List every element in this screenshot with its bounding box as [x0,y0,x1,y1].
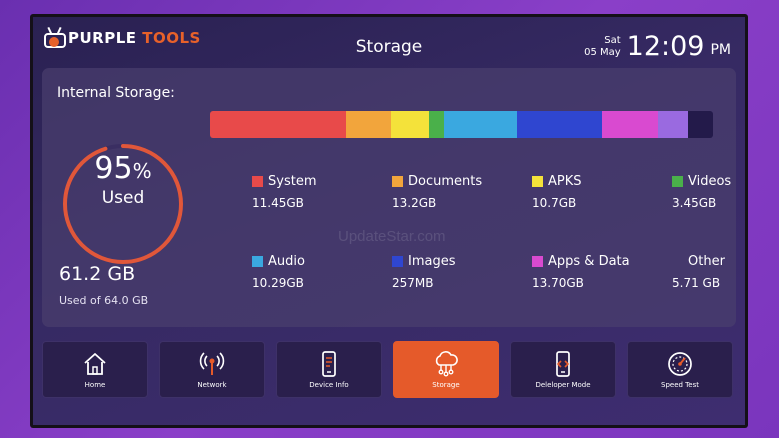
legend-header: Videos [672,174,745,189]
legend-header: Other [672,254,745,269]
bottom-nav: Home Network Device Info Storage Deleloper M… [42,341,736,399]
storage-cloud-icon [432,350,460,378]
legend-header: Images [392,254,522,269]
legend-header: Audio [252,254,382,269]
device-info-icon [315,350,343,378]
legend-header: Documents [392,174,522,189]
legend-item-audio: Audio 10.29GB [252,254,382,290]
usage-gauge [63,144,183,264]
legend-value: 13.2GB [392,196,437,210]
date-display: Sat 05 May [584,35,621,59]
clock: Sat 05 May 12:09 PM [584,31,731,62]
legend-swatch [392,176,403,187]
nav-tile-device-info[interactable]: Device Info [276,341,382,398]
bar-segment-audio [443,111,517,138]
legend-label: APKS [548,174,582,189]
logo-word-tools: TOOLS [142,29,201,47]
percent-sign: % [132,159,152,183]
legend-item-system: System 11.45GB [252,174,382,210]
legend-swatch [532,176,543,187]
used-label: Used [101,188,145,208]
network-icon [198,350,226,378]
legend-label: System [268,174,317,189]
used-percent: 95% [58,151,188,186]
legend-label: Documents [408,174,483,189]
bar-segment-other [657,111,688,138]
bar-segment-free [687,111,713,138]
internal-storage-label: Internal Storage: [57,85,175,101]
legend-item-other: Other 5.71 GB [672,254,745,290]
day-label: Sat [604,34,621,46]
legend-label: Audio [268,254,305,269]
nav-tile-speed-test[interactable]: Speed Test [627,341,733,398]
nav-tile-label: Home [84,381,106,389]
nav-tile-label: Speed Test [661,381,699,389]
nav-tile-label: Network [197,381,227,389]
legend-value: 5.71 GB [672,276,721,290]
nav-tile-deleloper-mode[interactable]: Deleloper Mode [510,341,616,398]
nav-tile-storage[interactable]: Storage [393,341,499,398]
used-size: 61.2 GB [59,263,136,285]
legend-value: 257MB [392,276,434,290]
legend-value: 11.45GB [252,196,304,210]
app-logo: PURPLE TOOLS [44,26,201,48]
tv-frame: PURPLE TOOLS Storage Sat 05 May 12:09 PM… [30,14,748,428]
legend-swatch [252,256,263,267]
legend-swatch [672,176,683,187]
storage-panel: Internal Storage: 95% Used 61.2 GB Used … [42,68,736,327]
app-screen: PURPLE TOOLS Storage Sat 05 May 12:09 PM… [33,17,745,425]
legend-swatch [392,256,403,267]
logo-text: PURPLE TOOLS [68,29,201,47]
legend-value: 3.45GB [672,196,717,210]
legend-item-apks: APKS 10.7GB [532,174,662,210]
nav-tile-network[interactable]: Network [159,341,265,398]
used-percent-value: 95 [94,151,133,186]
page-title: Storage [355,37,423,57]
nav-tile-home[interactable]: Home [42,341,148,398]
bar-segment-system [210,111,346,138]
bar-segment-images [516,111,603,138]
tv-logo-icon [44,26,66,48]
speedometer-icon [666,350,694,378]
logo-word-purple: PURPLE [68,29,137,47]
bar-segment-documents [345,111,392,138]
legend-label: Apps & Data [548,254,630,269]
legend-value: 10.29GB [252,276,304,290]
storage-breakdown-bar [210,111,713,138]
developer-mode-icon [549,350,577,378]
legend-item-images: Images 257MB [392,254,522,290]
date-label: 05 May [584,46,621,58]
gauge-readout: 95% Used [58,151,188,208]
legend-swatch [252,176,263,187]
legend-header: APKS [532,174,662,189]
watermark: UpdateStar.com [338,228,446,245]
used-of-total: Used of 64.0 GB [59,294,149,307]
bar-segment-apks [391,111,429,138]
legend-value: 13.70GB [532,276,584,290]
nav-tile-label: Device Info [309,381,349,389]
legend-header: System [252,174,382,189]
nav-tile-label: Deleloper Mode [535,381,591,389]
legend-label: Other [688,254,725,269]
legend-value: 10.7GB [532,196,577,210]
legend-item-videos: Videos 3.45GB [672,174,745,210]
time-label: 12:09 [626,31,705,62]
legend-swatch [532,256,543,267]
legend-label: Videos [688,174,732,189]
legend-label: Images [408,254,456,269]
bar-segment-videos [428,111,444,138]
bar-segment-apps-data [602,111,658,138]
legend-header: Apps & Data [532,254,662,269]
ampm-label: PM [710,41,731,58]
nav-tile-label: Storage [432,381,460,389]
legend-item-apps-data: Apps & Data 13.70GB [532,254,662,290]
legend-item-documents: Documents 13.2GB [392,174,522,210]
home-icon [81,350,109,378]
